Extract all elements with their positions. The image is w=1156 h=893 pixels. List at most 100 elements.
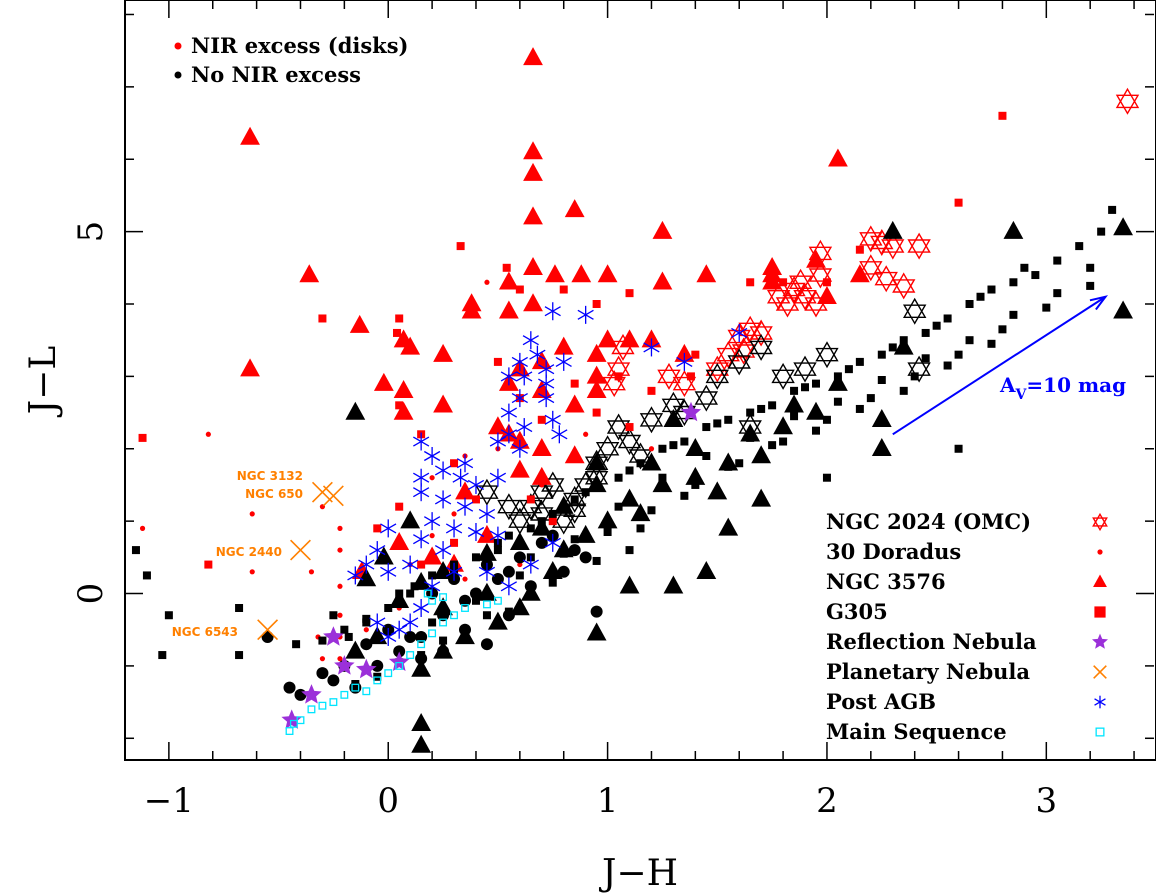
data-point [508,507,532,535]
data-point [686,372,695,381]
data-point [531,517,552,536]
data-point [740,423,761,442]
data-point [735,459,744,468]
data-point [822,473,831,482]
data-point [965,336,974,345]
data-point [462,576,468,582]
data-point [817,285,837,304]
data-point [362,614,371,623]
data-point [308,569,315,575]
data-point [669,441,678,450]
data-point [592,300,601,308]
axis-ticks: −1 0 1 2 3 0 5 [71,0,1154,821]
data-point [373,546,394,565]
data-point [522,555,539,574]
legend-label: Reflection Nebula [826,629,1037,654]
legend-label: Planetary Nebula [826,659,1030,684]
data-point [619,575,640,594]
legend-label: G305 [826,599,888,624]
data-point [1020,263,1029,272]
data-point [586,343,607,362]
data-point [380,562,397,581]
data-point [523,162,543,181]
data-point [337,525,343,531]
data-point [344,632,353,641]
data-point [523,141,543,160]
data-point [828,148,848,167]
data-point [356,658,377,679]
data-point [445,562,463,581]
data-point [746,408,755,417]
data-point [806,249,826,268]
data-point [652,271,673,290]
data-point [406,651,415,659]
data-point [954,350,963,359]
data-point [380,627,397,646]
data-point [685,437,706,456]
data-point [292,640,301,649]
data-point [455,481,475,500]
data-markers [131,47,1140,753]
data-point [768,401,777,410]
data-point [516,418,533,437]
data-point [439,618,448,627]
data-point [439,636,448,645]
data-point [1009,310,1018,319]
data-point [402,555,419,574]
data-point [535,536,548,549]
data-point [749,333,773,361]
data-point [603,528,612,536]
data-point [557,565,570,578]
legend-label: 30 Doradus [826,539,961,564]
data-point [954,198,963,207]
legend-marker [1092,633,1108,649]
data-point [477,542,497,561]
data-point [639,406,664,434]
data-point [545,264,565,283]
data-point [498,271,519,290]
data-point [345,640,366,659]
data-point [509,459,530,478]
data-point [423,512,441,531]
data-point [998,111,1007,120]
data-point [910,372,919,381]
data-point [489,432,507,451]
data-point [395,661,404,670]
data-point [477,524,497,543]
data-point [428,571,437,580]
legend-marker [1093,665,1107,679]
data-point [329,698,338,707]
data-point [461,604,469,612]
data-point [205,431,211,437]
data-point [363,627,369,633]
data-point [921,328,930,337]
data-point [511,352,528,371]
data-point [680,401,702,422]
data-point [373,676,382,685]
data-point [493,546,502,555]
data-point [768,441,777,450]
data-point [562,485,587,513]
y-axis-title: J−L [23,346,64,419]
data-point [384,604,393,612]
data-point [833,397,842,406]
data-point [691,480,700,489]
data-point [705,362,730,390]
data-point [467,475,485,494]
data-point [388,651,410,671]
data-point [311,481,333,503]
data-point [793,283,817,311]
data-point [318,636,327,645]
data-point [570,379,579,388]
data-point [294,688,307,701]
series-ngc-3576-excess [240,47,870,580]
data-point [564,394,585,413]
x-axis-title: J−H [598,853,678,893]
data-point [249,569,255,575]
legend-label: NGC 2024 (OMC) [826,509,1031,534]
data-point [581,488,590,497]
reddening-vector: AV=10 mag [892,295,1126,436]
data-point [766,283,791,311]
data-point [452,468,469,487]
